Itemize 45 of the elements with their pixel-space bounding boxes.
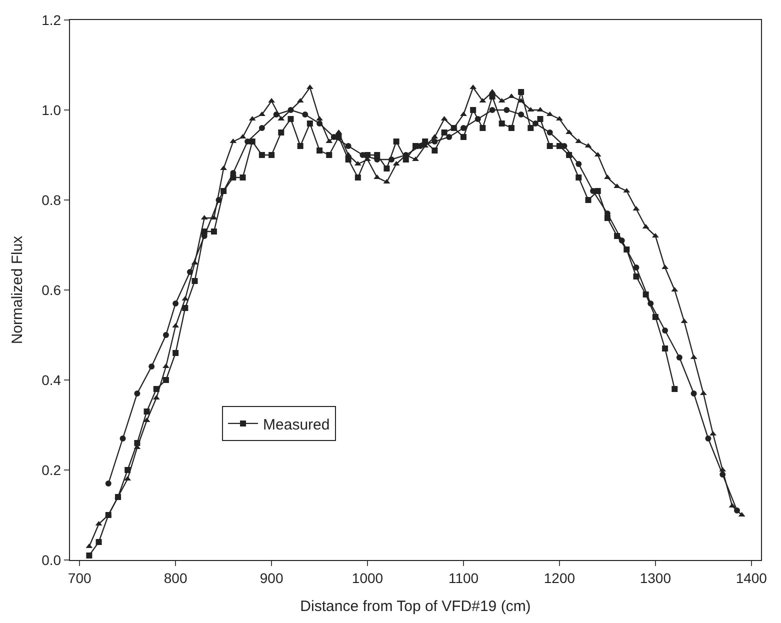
y-tick-label: 1.2	[42, 12, 62, 28]
point	[618, 238, 625, 244]
point	[446, 134, 452, 140]
y-tick-label: 0.2	[42, 462, 62, 478]
point	[489, 107, 496, 113]
point	[258, 125, 265, 131]
point	[532, 120, 538, 126]
point	[676, 354, 682, 360]
x-tick-label: 900	[260, 570, 284, 586]
point	[648, 300, 654, 306]
y-tick-label: 0.0	[42, 552, 62, 568]
point	[120, 436, 126, 442]
x-tick-label: 700	[68, 570, 92, 586]
point	[504, 107, 510, 113]
x-tick-label: 1200	[544, 570, 576, 586]
point	[633, 264, 640, 270]
x-tick-label: 1300	[640, 570, 672, 586]
x-axis-title: Distance from Top of VFD#19 (cm)	[300, 598, 531, 615]
point	[162, 332, 169, 338]
point	[345, 143, 352, 149]
x-tick-label: 1000	[352, 570, 384, 586]
x-tick-label: 1400	[736, 570, 768, 586]
y-tick-label: 0.8	[42, 192, 62, 208]
point	[302, 112, 308, 118]
y-tick-label: 0.4	[42, 372, 62, 388]
legend-label: Measured	[263, 416, 330, 434]
y-axis-title: Normalized Flux	[8, 235, 26, 344]
point	[518, 112, 524, 118]
point	[388, 156, 395, 162]
point	[172, 300, 179, 306]
x-tick-label: 1100	[448, 570, 479, 586]
point	[705, 436, 712, 442]
point	[460, 125, 466, 131]
point	[546, 130, 553, 136]
point	[105, 480, 112, 486]
point	[662, 328, 668, 334]
point	[576, 161, 582, 167]
point	[474, 116, 481, 122]
x-tick-label: 800	[164, 570, 188, 586]
point	[148, 364, 155, 370]
y-tick-label: 1.0	[42, 102, 62, 118]
point	[690, 390, 697, 396]
y-tick-label: 0.6	[42, 282, 62, 298]
point	[432, 138, 438, 144]
point	[134, 390, 140, 396]
